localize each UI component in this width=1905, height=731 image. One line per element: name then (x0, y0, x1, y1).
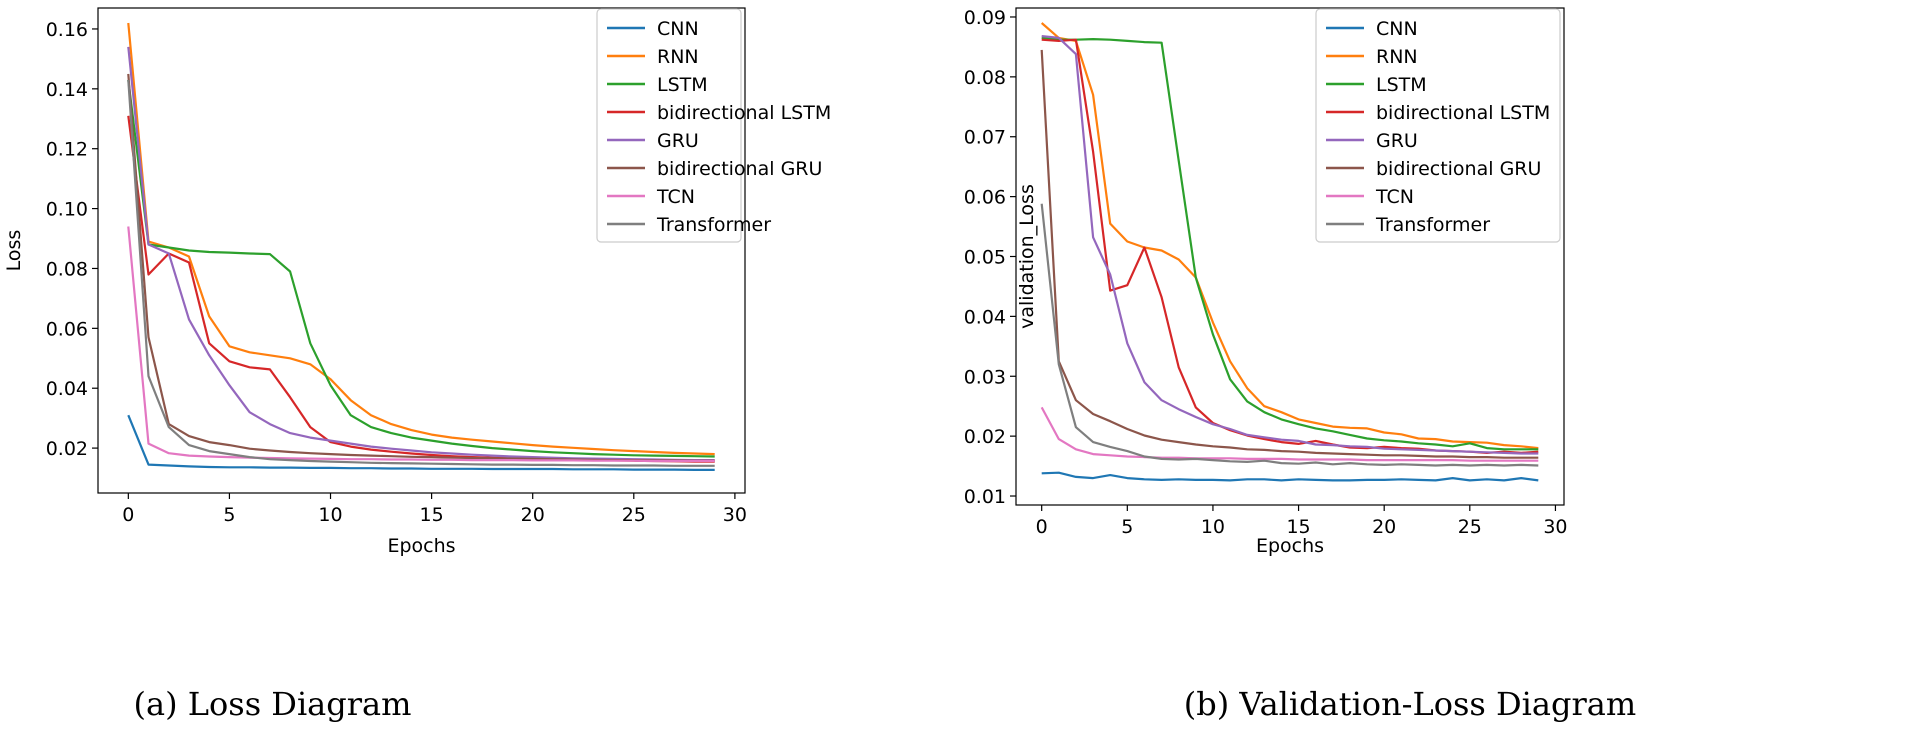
val-loss-y-tick-label: 0.05 (964, 247, 1006, 269)
loss-series-lines (127, 22, 715, 471)
val-loss-legend: CNN RNN LSTM bidirectional LSTM GRU bidirecti… (1315, 8, 1561, 243)
val-loss-legend-entry: bidirectional GRU (1376, 158, 1541, 180)
val-loss-y-tick-label: 0.09 (964, 7, 1006, 29)
loss-line-transformer (127, 79, 715, 467)
loss-y-tick-label: 0.06 (46, 318, 88, 340)
val-loss-x-tick-label: 0 (1036, 516, 1048, 538)
loss-x-tick-label: 30 (723, 504, 747, 526)
loss-legend-entry: TCN (656, 186, 695, 208)
loss-legend-entry: LSTM (657, 74, 708, 96)
val-loss-y-tick-label: 0.01 (964, 486, 1006, 508)
loss-x-tick-label: 20 (521, 504, 545, 526)
val-loss-x-tick-label: 20 (1372, 516, 1396, 538)
val-loss-legend-entry: RNN (1376, 46, 1418, 68)
loss-y-axis-label: Loss (3, 230, 25, 272)
loss-x-axis-label: Epochs (387, 535, 455, 557)
val-loss-x-tick-label: 10 (1201, 516, 1225, 538)
val-loss-legend-entry: GRU (1376, 130, 1418, 152)
loss-legend-entry: RNN (657, 46, 699, 68)
val-loss-x-axis-label: Epochs (1256, 535, 1324, 557)
val-loss-legend-entry: CNN (1376, 18, 1418, 40)
loss-y-tick-label: 0.16 (46, 19, 88, 41)
val-loss-y-axis-label: validation_Loss (1016, 184, 1038, 329)
loss-x-tick-label: 0 (122, 504, 134, 526)
loss-legend-entry: GRU (657, 130, 699, 152)
val-loss-legend-box (1315, 8, 1561, 243)
val-loss-legend-entry: TCN (1375, 186, 1414, 208)
loss-y-tick-label: 0.08 (46, 258, 88, 280)
val-loss-x-tick-label: 15 (1286, 516, 1310, 538)
loss-chart: 0 5 10 15 20 25 30 0.02 0.04 0.06 0.08 0.10 0.12 0.14… (3, 7, 831, 557)
loss-line-tcn (127, 226, 715, 463)
loss-line-rnn (127, 22, 715, 456)
val-loss-series-lines (1040, 22, 1539, 482)
val-loss-y-tick-label: 0.08 (964, 67, 1006, 89)
loss-line-gru (127, 46, 715, 462)
loss-legend-entry: CNN (657, 18, 699, 40)
val-loss-line-tcn (1040, 406, 1539, 462)
loss-legend-entry: Transformer (656, 214, 771, 236)
loss-x-tick-label: 15 (420, 504, 444, 526)
val-loss-y-tick-label: 0.03 (964, 366, 1006, 388)
loss-y-tick-label: 0.02 (46, 438, 88, 460)
loss-line-cnn (127, 414, 715, 471)
val-loss-x-tick-label: 25 (1458, 516, 1482, 538)
val-loss-legend-entry: bidirectional LSTM (1376, 102, 1550, 124)
loss-x-tick-label: 25 (622, 504, 646, 526)
val-loss-line-gru (1041, 35, 1539, 455)
loss-line-lstm (127, 79, 715, 458)
loss-y-tick-label: 0.14 (46, 79, 88, 101)
loss-legend: CNN RNN LSTM bidirectional LSTM GRU bidirecti… (596, 8, 831, 243)
caption-loss-diagram: (a) Loss Diagram (133, 685, 412, 723)
loss-legend-entry: bidirectional GRU (657, 158, 822, 180)
loss-legend-entry: bidirectional LSTM (657, 102, 831, 124)
val-loss-y-tick-label: 0.02 (964, 426, 1006, 448)
val-loss-line-lstm (1041, 36, 1539, 451)
val-loss-x-tick-label: 5 (1121, 516, 1133, 538)
val-loss-x-tick-label: 30 (1543, 516, 1567, 538)
val-loss-y-tick-label: 0.04 (964, 306, 1006, 328)
val-loss-line-cnn (1041, 471, 1539, 482)
caption-validation-loss-diagram: (b) Validation-Loss Diagram (1183, 685, 1637, 723)
loss-y-tick-label: 0.04 (46, 378, 88, 400)
loss-x-tick-label: 10 (318, 504, 342, 526)
val-loss-y-tick-label: 0.07 (964, 127, 1006, 149)
val-loss-line-rnn (1040, 22, 1539, 450)
val-loss-legend-entry: LSTM (1376, 74, 1427, 96)
loss-axes-frame (97, 7, 746, 494)
val-loss-line-transformer (1040, 203, 1539, 467)
loss-x-tick-label: 5 (223, 504, 235, 526)
loss-y-tick-label: 0.10 (46, 199, 88, 221)
val-loss-legend-entry: Transformer (1375, 214, 1490, 236)
loss-legend-box (596, 8, 742, 243)
loss-y-tick-label: 0.12 (46, 139, 88, 161)
val-loss-line-bidirectional-gru (1040, 49, 1539, 459)
validation-loss-chart: 0 5 10 15 20 25 30 0.01 0.02 0.03 0.04 0.05 0.06 0.07… (964, 7, 1568, 557)
val-loss-y-tick-label: 0.06 (964, 187, 1006, 209)
